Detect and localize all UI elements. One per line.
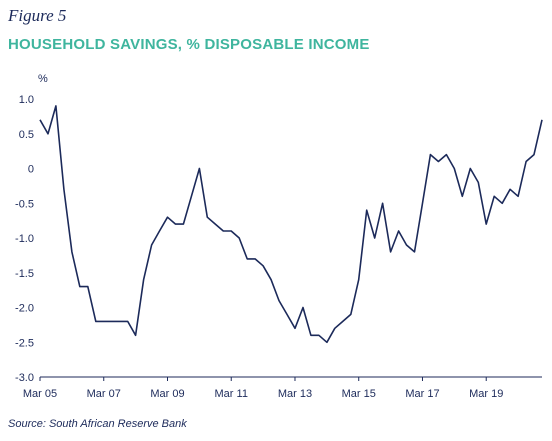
x-tick-label: Mar 11 <box>215 388 248 400</box>
figure-label: Figure 5 <box>8 6 67 25</box>
y-tick-label: -0.5 <box>15 198 34 210</box>
x-tick-label: Mar 13 <box>278 388 312 400</box>
x-tick-label: Mar 05 <box>23 388 57 400</box>
x-tick-label: Mar 19 <box>469 388 503 400</box>
x-tick-label: Mar 17 <box>405 388 439 400</box>
x-tick-label: Mar 07 <box>87 388 121 400</box>
source-note: Source: South African Reserve Bank <box>8 418 187 430</box>
y-tick-label: 0.5 <box>19 129 34 141</box>
y-tick-label: 1.0 <box>19 94 34 106</box>
y-axis: 1.0 0.5 0 -0.5 -1.0 -1.5 -2.0 -2.5 -3.0 <box>15 94 34 384</box>
x-axis: Mar 05 Mar 07 Mar 09 Mar 11 Mar 13 Mar 15 Mar … <box>23 377 503 400</box>
y-axis-unit-label: % <box>38 73 48 85</box>
y-tick-label: -1.5 <box>15 268 34 280</box>
y-tick-label: 0 <box>28 164 34 176</box>
x-tick-label: Mar 15 <box>342 388 376 400</box>
y-tick-label: -2.0 <box>15 303 34 315</box>
savings-series-line <box>39 105 543 344</box>
y-tick-label: -1.0 <box>15 233 34 245</box>
y-tick-label: -3.0 <box>15 372 34 384</box>
chart-title: HOUSEHOLD SAVINGS, % DISPOSABLE INCOME <box>8 36 370 53</box>
y-tick-label: -2.5 <box>15 337 34 349</box>
x-tick-label: Mar 09 <box>150 388 184 400</box>
